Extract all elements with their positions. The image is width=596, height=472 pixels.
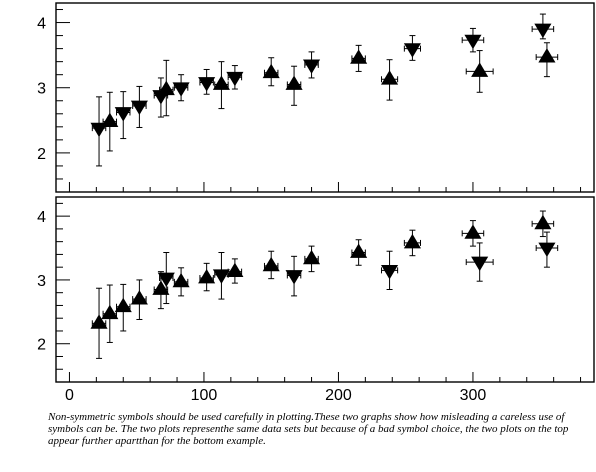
data-point <box>531 13 555 40</box>
plot-frame <box>55 2 595 193</box>
data-point <box>285 255 303 297</box>
triangle-down-marker <box>212 269 230 284</box>
triangle-down-marker <box>303 59 321 74</box>
y-tick-label: 3 <box>37 273 46 290</box>
triangle-down-marker <box>198 77 216 92</box>
data-point <box>114 283 132 332</box>
triangle-up-marker <box>114 297 132 313</box>
data-point <box>465 242 494 282</box>
triangle-up-marker <box>350 243 368 258</box>
triangle-down-marker <box>534 23 552 39</box>
triangle-up-marker <box>381 70 399 85</box>
figure-caption: Non-symmetric symbols should be used car… <box>48 411 569 447</box>
data-point <box>531 210 555 238</box>
triangle-up-marker <box>303 249 321 265</box>
data-point <box>380 59 399 101</box>
triangle-up-marker <box>101 112 119 128</box>
triangle-up-marker <box>350 49 368 64</box>
triangle-down-marker <box>114 107 132 122</box>
data-point <box>303 51 321 79</box>
data-point <box>157 252 175 305</box>
series-2-triangle-up <box>101 42 559 152</box>
data-point <box>172 267 190 297</box>
data-point <box>350 44 368 72</box>
y-tick-label: 3 <box>37 81 46 98</box>
triangle-up-marker <box>212 75 230 90</box>
data-point <box>90 96 108 167</box>
data-point <box>90 287 108 359</box>
data-point <box>114 91 132 140</box>
data-point <box>157 59 175 117</box>
triangle-down-marker <box>157 272 175 288</box>
data-point <box>101 91 119 152</box>
data-point <box>226 65 244 90</box>
data-point <box>198 68 216 95</box>
y-tick-label: 4 <box>37 209 46 226</box>
triangle-up-marker <box>471 62 489 77</box>
triangle-up-marker <box>538 48 556 63</box>
triangle-up-marker <box>157 80 175 96</box>
data-point <box>461 220 485 247</box>
data-point <box>303 245 321 273</box>
data-point <box>198 262 216 292</box>
series-2-triangle-down <box>157 231 559 305</box>
triangle-down-marker <box>226 71 244 87</box>
data-point <box>403 35 421 61</box>
triangle-down-marker <box>285 270 303 285</box>
data-point <box>535 231 559 268</box>
triangle-down-marker <box>381 264 399 280</box>
y-tick-label: 2 <box>37 146 46 163</box>
plot-panel-2: 2 3 4 0 100 200 300 <box>37 196 595 404</box>
triangle-up-marker <box>130 290 148 305</box>
data-point <box>535 42 559 78</box>
x-tick-label: 300 <box>460 387 487 404</box>
data-point <box>461 27 485 53</box>
data-point <box>262 57 280 87</box>
triangle-up-marker <box>464 224 482 239</box>
plot-panel-1: 2 3 4 <box>37 2 595 193</box>
triangle-up-marker <box>534 214 552 230</box>
data-point <box>262 250 280 280</box>
triangle-up-marker <box>172 272 190 288</box>
triangle-down-marker <box>130 100 148 115</box>
data-point <box>285 65 303 106</box>
triangle-up-marker <box>262 63 280 79</box>
data-point <box>212 61 230 110</box>
triangle-down-marker <box>471 256 489 272</box>
triangle-up-marker <box>152 280 170 295</box>
series-1-triangle-down <box>90 13 555 167</box>
x-tick-label: 200 <box>325 387 352 404</box>
data-point <box>465 50 494 93</box>
y-tick-label: 4 <box>37 16 46 33</box>
triangle-up-marker <box>101 304 119 320</box>
x-tick-label: 0 <box>65 387 74 404</box>
data-point <box>130 85 148 128</box>
y-tick-label: 2 <box>37 337 46 354</box>
data-point <box>212 252 230 300</box>
plot-frame <box>55 196 595 383</box>
triangle-up-marker <box>226 262 244 278</box>
triangle-up-marker <box>403 233 421 249</box>
triangle-up-marker <box>198 269 216 284</box>
series-1-triangle-up <box>90 210 555 359</box>
data-point <box>403 229 421 257</box>
triangle-down-marker <box>172 82 190 97</box>
triangle-up-marker <box>262 256 280 272</box>
data-point <box>172 74 190 102</box>
x-tick-label: 100 <box>191 387 218 404</box>
triangle-down-marker <box>403 43 421 58</box>
triangle-down-marker <box>538 242 556 258</box>
data-point <box>350 239 368 266</box>
triangle-up-marker <box>285 75 303 90</box>
data-point <box>380 250 399 290</box>
triangle-up-marker <box>90 314 108 329</box>
data-point <box>130 279 148 320</box>
data-point <box>101 284 119 343</box>
triangle-down-marker <box>464 34 482 50</box>
